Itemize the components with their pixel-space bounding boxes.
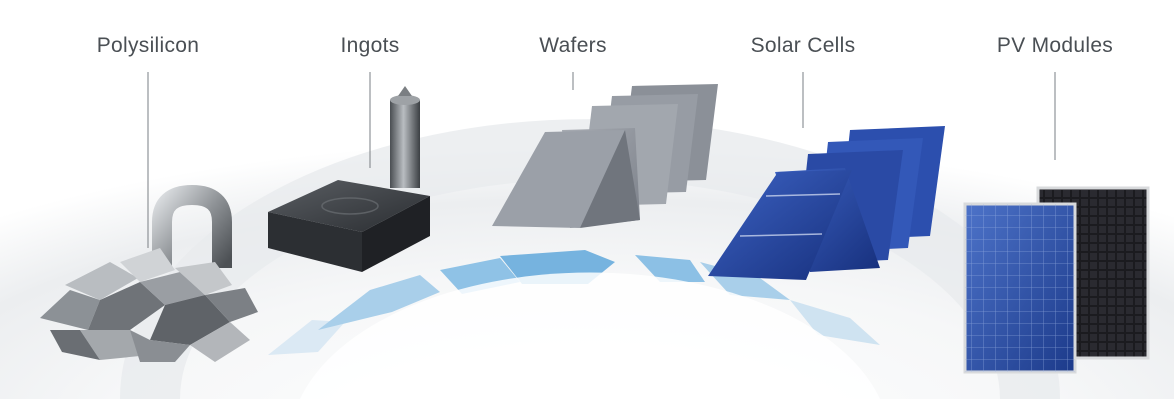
label-solar-cells: Solar Cells — [750, 34, 856, 57]
arrow-segment-2 — [318, 275, 440, 330]
arrow-segment-5 — [635, 255, 705, 282]
polysilicon-u-rod — [152, 184, 232, 268]
ingot-block-top — [268, 180, 430, 232]
label-wafers: Wafers — [539, 34, 607, 57]
arc-center-fill — [300, 272, 880, 399]
ingot-rod — [390, 100, 420, 188]
arrow-segment-7 — [790, 300, 880, 345]
solar-cells-illustration — [708, 126, 945, 280]
pv-modules-illustration — [963, 186, 1150, 374]
solar-cell-front — [708, 170, 852, 280]
wafer-front — [492, 130, 625, 228]
arrow-segment-1 — [268, 320, 345, 355]
label-polysilicon: Polysilicon — [96, 34, 200, 57]
polysilicon-illustration — [40, 184, 258, 362]
label-ingots: Ingots — [340, 34, 400, 57]
label-pv-modules: PV Modules — [996, 34, 1114, 57]
wafers-illustration — [492, 84, 718, 228]
ingot-illustration — [268, 86, 430, 272]
